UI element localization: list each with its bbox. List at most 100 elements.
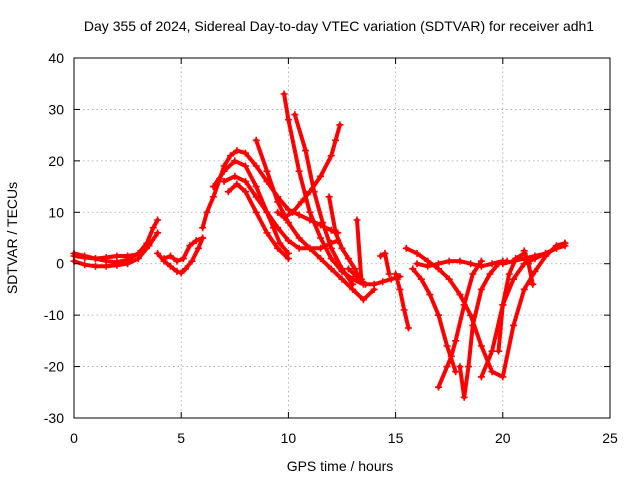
data-point-marker — [280, 90, 288, 98]
data-point-marker — [381, 249, 389, 257]
data-point-marker — [284, 237, 292, 245]
data-point-marker — [317, 234, 325, 242]
data-point-marker — [188, 257, 196, 265]
data-point-marker — [242, 149, 250, 157]
data-point-marker — [434, 311, 442, 319]
data-point-marker — [434, 260, 442, 268]
y-tick-label: 10 — [48, 204, 64, 220]
axis-ticks — [73, 57, 611, 419]
data-point-marker — [102, 254, 110, 262]
data-point-marker — [552, 244, 560, 252]
data-point-marker — [413, 260, 421, 268]
data-point-marker — [525, 260, 533, 268]
data-point-marker — [531, 252, 539, 260]
chart-title: Day 355 of 2024, Sidereal Day-to-day VTE… — [84, 18, 594, 34]
data-point-marker — [344, 265, 352, 273]
data-point-marker — [456, 257, 464, 265]
data-point-marker — [113, 252, 121, 260]
data-point-marker — [102, 262, 110, 270]
series-arc-20 — [409, 265, 460, 376]
data-point-marker — [192, 237, 200, 245]
data-point-marker — [377, 252, 385, 260]
data-point-marker — [443, 363, 451, 371]
data-point-marker — [233, 147, 241, 155]
data-point-marker — [499, 373, 507, 381]
data-point-marker — [154, 216, 162, 224]
data-point-marker — [445, 257, 453, 265]
data-point-marker — [297, 198, 305, 206]
data-point-marker — [456, 291, 464, 299]
data-point-marker — [325, 193, 333, 201]
data-point-marker — [477, 285, 485, 293]
data-point-marker — [409, 265, 417, 273]
data-point-marker — [242, 177, 250, 185]
series-line — [355, 218, 364, 282]
series-arc-5 — [160, 234, 207, 265]
data-point-marker — [338, 244, 346, 252]
data-point-marker — [353, 273, 361, 281]
data-point-marker — [362, 280, 370, 288]
data-point-marker — [488, 347, 496, 355]
data-point-marker — [274, 198, 282, 206]
x-tick-label: 20 — [495, 430, 511, 446]
data-point-marker — [181, 265, 189, 273]
data-point-marker — [274, 244, 282, 252]
data-point-marker — [452, 368, 460, 376]
data-point-marker — [113, 261, 121, 269]
series-arc-16 — [344, 265, 404, 288]
series-line — [404, 241, 567, 379]
y-tick-label: 40 — [48, 50, 64, 66]
data-point-marker — [242, 188, 250, 196]
series-arc-12 — [291, 111, 357, 288]
x-tick-label: 5 — [177, 430, 185, 446]
data-point-marker — [402, 244, 410, 252]
y-axis-title: SDTVAR / TECUs — [4, 182, 20, 294]
data-point-marker — [387, 275, 395, 283]
x-tick-label: 10 — [281, 430, 297, 446]
data-point-marker — [231, 172, 239, 180]
data-point-marker — [510, 257, 518, 265]
data-point-marker — [166, 252, 174, 260]
y-tick-label: -10 — [44, 307, 64, 323]
data-point-marker — [520, 247, 528, 255]
data-point-marker — [284, 116, 292, 124]
data-point-marker — [263, 208, 271, 216]
data-point-marker — [209, 183, 217, 191]
data-point-marker — [520, 255, 528, 263]
data-point-marker — [317, 172, 325, 180]
data-point-marker — [227, 152, 235, 160]
data-point-marker — [276, 239, 284, 247]
data-point-marker — [460, 301, 468, 309]
data-point-marker — [344, 255, 352, 263]
series-arc-27 — [499, 239, 569, 268]
data-point-marker — [392, 270, 400, 278]
series-line — [410, 266, 458, 374]
data-point-marker — [353, 216, 361, 224]
data-point-marker — [447, 352, 455, 360]
data-point-marker — [173, 267, 181, 275]
x-tick-label: 25 — [602, 430, 618, 446]
data-point-marker — [464, 363, 472, 371]
data-point-marker — [149, 224, 157, 232]
data-point-marker — [499, 301, 507, 309]
data-point-marker — [317, 255, 325, 263]
data-point-marker — [252, 136, 260, 144]
data-point-marker — [467, 260, 475, 268]
plot-frame — [73, 57, 611, 419]
data-point-marker — [443, 342, 451, 350]
data-point-marker — [173, 257, 181, 265]
series-arc-10 — [252, 136, 378, 304]
data-point-marker — [351, 265, 359, 273]
y-tick-label: 0 — [56, 256, 64, 272]
data-point-marker — [488, 260, 496, 268]
series-arc-19 — [402, 239, 569, 381]
series-arc-23 — [456, 257, 511, 401]
series-line — [479, 243, 567, 379]
series-line — [393, 272, 411, 330]
data-point-marker — [327, 255, 335, 263]
data-point-marker — [252, 183, 260, 191]
x-axis-title: GPS time / hours — [287, 458, 394, 474]
data-point-marker — [338, 265, 346, 273]
data-point-marker — [220, 167, 228, 175]
